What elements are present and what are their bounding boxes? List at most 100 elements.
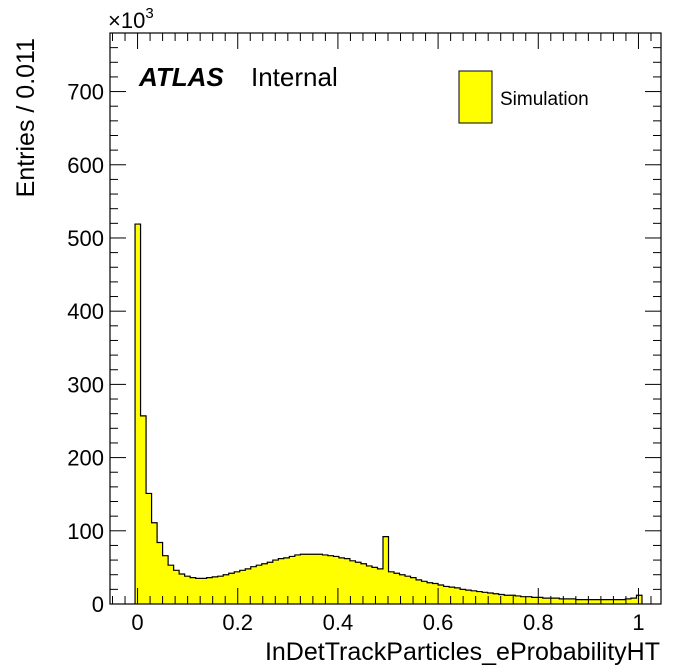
histogram-bin (239, 570, 246, 604)
legend-label-simulation: Simulation (500, 89, 589, 110)
y-tick-label: 400 (67, 299, 104, 324)
histogram-bin (531, 597, 538, 604)
x-tick-label: 1 (632, 610, 644, 635)
y-tick-label: 600 (67, 153, 104, 178)
x-axis-title: InDetTrackParticles_eProbabilityHT (265, 638, 660, 666)
histogram-bin (570, 598, 577, 604)
histogram-bin (371, 567, 378, 604)
histogram-bin (465, 590, 472, 604)
x-tick-label: 0 (131, 610, 143, 635)
histogram-bin (283, 557, 290, 604)
histogram-bin (245, 568, 252, 604)
histogram-bin (504, 595, 511, 604)
histogram-bin (498, 594, 505, 604)
histogram-bin (206, 577, 213, 604)
histogram-bin (399, 574, 406, 604)
histogram-bin (586, 599, 593, 604)
atlas-label: ATLAS (138, 62, 224, 92)
histogram-bin (212, 576, 219, 604)
histogram-bin (217, 576, 224, 604)
histogram-bin (228, 573, 235, 604)
histogram-bin (344, 558, 351, 604)
histogram-bin (300, 554, 307, 604)
histogram-bin (509, 595, 516, 604)
histogram-bin (537, 597, 544, 604)
y-tick-label: 0 (92, 592, 104, 617)
histogram-bin (619, 599, 626, 604)
y-tick-label: 200 (67, 446, 104, 471)
y-tick-label: 100 (67, 519, 104, 544)
tick-labels: 0 0.2 0.4 0.6 0.8 1 0 100 200 300 400 500 600 700 (67, 80, 644, 635)
x-tick-label: 0.6 (423, 610, 454, 635)
y-multiplier-exponent: 3 (145, 5, 153, 22)
internal-label: Internal (251, 62, 338, 92)
legend-swatch-simulation (458, 70, 493, 124)
histogram-bin (581, 599, 588, 604)
histogram-bin (333, 556, 340, 604)
histogram-bin (487, 593, 494, 604)
y-tick-label: 300 (67, 372, 104, 397)
histogram-bin (322, 554, 329, 604)
histogram-bin (278, 558, 285, 604)
histogram-bin (349, 560, 356, 604)
histogram-bin (294, 554, 301, 604)
histogram-bin (135, 224, 141, 604)
histogram-bin (388, 571, 395, 604)
histogram-bin (289, 556, 296, 604)
histogram-bin (520, 596, 527, 604)
histogram-bin (338, 557, 345, 604)
histogram-bin (575, 599, 582, 604)
histogram-bin (608, 599, 615, 604)
histogram-bin (592, 599, 599, 604)
histogram-bin (493, 593, 500, 604)
histogram-bin (151, 522, 158, 604)
histogram-bin (327, 555, 334, 604)
histogram-bin (636, 595, 643, 604)
histogram-bin (405, 576, 411, 604)
histogram-bin (427, 582, 433, 604)
histogram-bin (421, 581, 428, 604)
histogram-bin (355, 562, 362, 604)
legend: Simulation (458, 70, 589, 124)
histogram-bin (256, 565, 263, 604)
histogram-bin (449, 587, 455, 604)
histogram-bin (311, 554, 318, 604)
histogram-bin (173, 570, 180, 604)
histogram-bin (443, 586, 450, 604)
histogram-bin (625, 598, 632, 604)
x-tick-label: 0.4 (323, 610, 354, 635)
histogram-bin (630, 598, 637, 604)
histogram-bin (250, 566, 257, 604)
histogram-bin (261, 563, 268, 604)
x-tick-label: 0.8 (523, 610, 554, 635)
histogram-bin (190, 577, 197, 604)
histogram-bin (162, 555, 169, 604)
histogram-bars (135, 224, 643, 604)
histogram-bin (184, 576, 191, 604)
histogram-bin (432, 583, 439, 604)
histogram-bin (157, 542, 163, 604)
histogram-bin (476, 591, 483, 604)
histogram-bin (316, 554, 323, 604)
histogram-bin (201, 578, 208, 604)
histogram-bin (410, 577, 417, 604)
histogram-bin (272, 560, 279, 604)
histogram-bin (515, 595, 522, 604)
histogram-outline (134, 223, 643, 604)
histogram-bin (168, 565, 174, 604)
histogram-bin (234, 571, 241, 604)
histogram-bin (146, 493, 152, 604)
histogram-bin (482, 592, 489, 604)
axis-ticks (110, 32, 661, 605)
plot-frame (109, 32, 662, 605)
y-axis-title: Entries / 0.011 (12, 38, 40, 197)
histogram-bin (559, 598, 566, 604)
histogram-bin (614, 599, 621, 604)
y-multiplier-base: ×10 (108, 8, 145, 33)
y-axis-multiplier: ×103 (108, 5, 154, 33)
histogram-bin (553, 598, 560, 604)
x-tick-label: 0.2 (222, 610, 253, 635)
histogram-bin (603, 599, 610, 604)
histogram-bin (195, 578, 202, 604)
